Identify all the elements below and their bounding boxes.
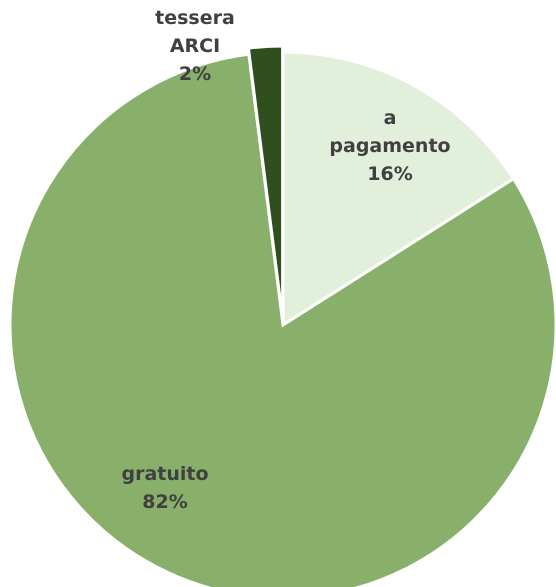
pie-slice <box>281 50 516 328</box>
value-label: 2% <box>178 63 212 85</box>
slice-label: a pagamento 16% <box>325 104 455 188</box>
pie-slice <box>8 52 556 587</box>
value-label: 16% <box>367 163 413 185</box>
value-label: 82% <box>142 491 188 513</box>
slice-label: tessera ARCI 2% <box>130 4 260 88</box>
pie-slice <box>246 44 285 320</box>
category-label: tessera ARCI <box>155 7 235 57</box>
category-label: gratuito <box>121 463 209 485</box>
category-label: a pagamento <box>329 107 451 157</box>
slice-label: gratuito 82% <box>100 460 230 516</box>
